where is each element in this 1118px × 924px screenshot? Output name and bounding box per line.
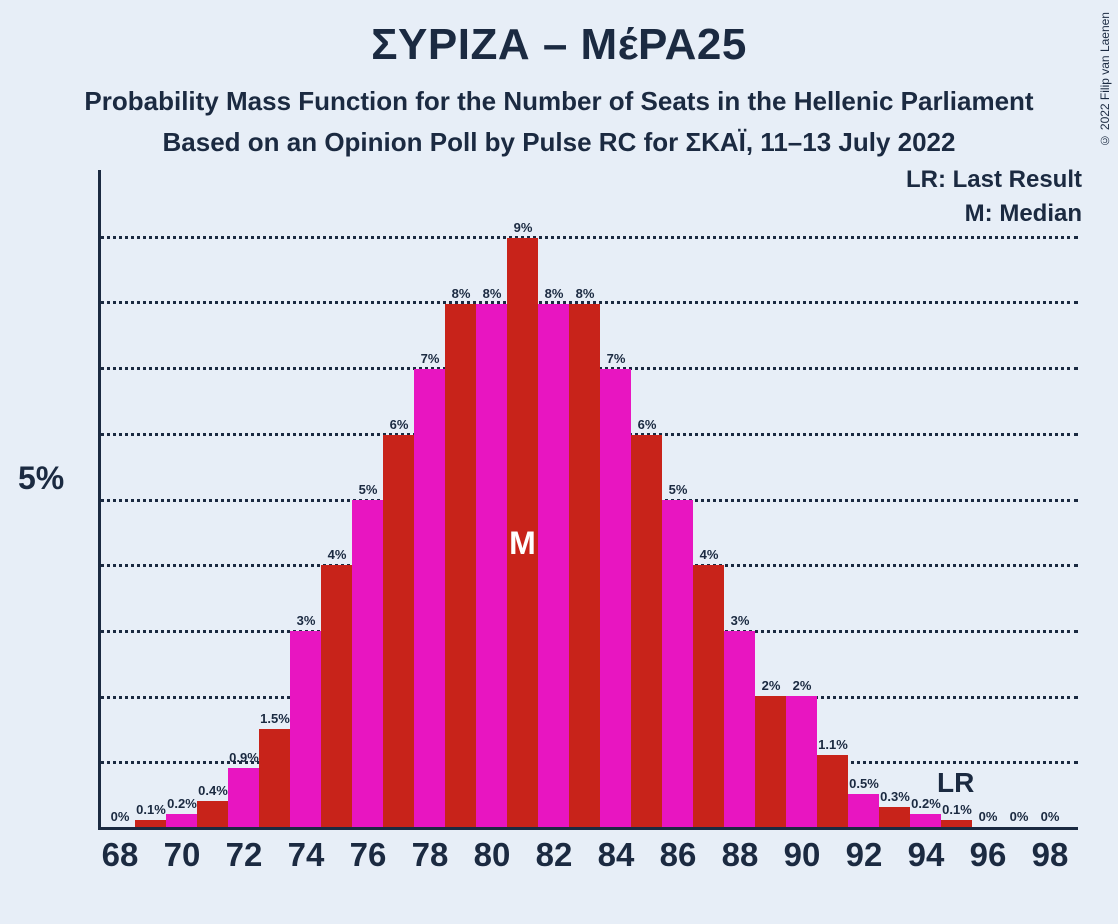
x-axis-tick: 86 [647,836,709,874]
bar-value-label: 5% [656,482,700,497]
median-marker: M [507,525,538,562]
x-axis-tick: 98 [1019,836,1081,874]
bar [476,304,507,827]
x-axis-tick: 90 [771,836,833,874]
bar [228,768,259,827]
x-axis-tick: 68 [89,836,151,874]
x-axis-tick: 92 [833,836,895,874]
subtitle-1: Probability Mass Function for the Number… [0,86,1118,117]
bar-value-label: 8% [563,286,607,301]
bar [352,500,383,827]
bar [383,435,414,827]
chart-plot-area: 0%0.1%0.2%0.4%0.9%1.5%3%4%5%6%7%8%8%9%M8… [98,170,1078,830]
x-axis-ticks: 68707274767880828486889092949698 [104,836,1118,886]
title-block: ΣΥΡΙΖΑ – ΜέΡΑ25 Probability Mass Functio… [0,0,1118,158]
x-axis-tick: 74 [275,836,337,874]
bar [197,801,228,827]
bar-value-label: 1.1% [811,737,855,752]
bar [414,369,445,827]
bar [569,304,600,827]
last-result-marker: LR [937,767,974,799]
bar [290,631,321,827]
bar [259,729,290,827]
x-axis-tick: 70 [151,836,213,874]
x-axis-tick: 76 [337,836,399,874]
x-axis-tick: 72 [213,836,275,874]
x-axis-tick: 84 [585,836,647,874]
bar [600,369,631,827]
y-axis-tick-label: 5% [18,460,64,497]
bar [786,696,817,827]
x-axis-tick: 88 [709,836,771,874]
x-axis-tick: 80 [461,836,523,874]
bar-value-label: 4% [687,547,731,562]
bar [321,565,352,827]
bar-value-label: 3% [718,613,762,628]
x-axis-tick: 96 [957,836,1019,874]
bar-value-label: 6% [625,417,669,432]
bar [755,696,786,827]
bar [135,820,166,827]
main-title: ΣΥΡΙΖΑ – ΜέΡΑ25 [0,20,1118,70]
x-axis-tick: 94 [895,836,957,874]
x-axis-tick: 78 [399,836,461,874]
bar [693,565,724,827]
bar [538,304,569,827]
bar-value-label: 7% [594,351,638,366]
x-axis-line [98,827,1078,830]
bar [445,304,476,827]
copyright-text: © 2022 Filip van Laenen [1098,12,1112,147]
bars-container: 0%0.1%0.2%0.4%0.9%1.5%3%4%5%6%7%8%8%9%M8… [104,170,1078,827]
bar [724,631,755,827]
bar-value-label: 9% [501,220,545,235]
x-axis-tick: 82 [523,836,585,874]
subtitle-2: Based on an Opinion Poll by Pulse RC for… [0,127,1118,158]
bar [166,814,197,827]
bar-value-label: 0% [1028,809,1072,824]
bar-value-label: 2% [780,678,824,693]
